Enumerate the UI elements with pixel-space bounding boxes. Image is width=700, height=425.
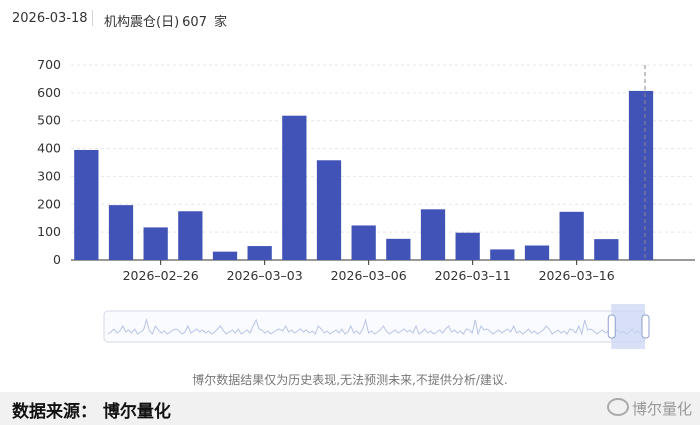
gridlines <box>71 64 695 261</box>
bar[interactable] <box>178 211 203 260</box>
y-tick-label: 600 <box>37 85 61 100</box>
chart-card: 2026-03-18 机构震仓(日) 607 家 0 100 200 300 400 500… <box>0 0 700 392</box>
slider-window[interactable] <box>611 304 645 349</box>
selected-date: 2026-03-18 <box>12 11 88 26</box>
bars[interactable] <box>74 90 654 261</box>
metric-label: 机构震仓(日) <box>104 15 180 30</box>
slider-handle-left[interactable] <box>607 314 616 339</box>
metric-value: 607 <box>182 15 207 30</box>
y-tick-label: 200 <box>37 196 61 211</box>
y-tick-label: 700 <box>37 57 61 72</box>
weibo-logo-icon <box>606 398 629 416</box>
watermark: 博尔量化 <box>606 398 692 419</box>
zoom-slider[interactable] <box>103 304 650 349</box>
bar[interactable] <box>490 249 515 260</box>
bar[interactable] <box>351 225 376 260</box>
bar[interactable] <box>628 90 654 261</box>
bar[interactable] <box>282 115 307 260</box>
bar[interactable] <box>386 238 411 260</box>
y-tick-label: 500 <box>37 113 61 128</box>
y-tick-label: 400 <box>37 141 61 156</box>
x-tick-label: 2026–03–03 <box>227 268 303 283</box>
x-tick-label: 2026–03–11 <box>435 268 511 283</box>
bar[interactable] <box>108 205 134 260</box>
y-tick-label: 0 <box>53 252 61 267</box>
data-source-label: 数据来源： 博尔量化 <box>12 402 171 422</box>
bar-chart: 0 100 200 300 400 500 600 700 2026–02–26 2026–03… <box>37 57 695 349</box>
metric-readout: 机构震仓(日) 607 家 <box>104 11 230 30</box>
bar[interactable] <box>212 251 238 260</box>
bar[interactable] <box>420 209 446 260</box>
header-divider <box>92 10 93 26</box>
bar[interactable] <box>74 149 99 260</box>
bar[interactable] <box>316 160 342 260</box>
y-tick-label: 100 <box>37 224 61 239</box>
x-tick-label: 2026–02–26 <box>123 268 199 283</box>
bar[interactable] <box>455 232 480 260</box>
y-axis: 0 100 200 300 400 500 600 700 <box>37 57 61 267</box>
bar[interactable] <box>143 227 168 260</box>
x-axis: 2026–02–26 2026–03–03 2026–03–06 2026–03–11… <box>123 260 615 283</box>
x-tick-label: 2026–03–16 <box>539 268 615 283</box>
bar[interactable] <box>559 211 584 260</box>
x-tick-label: 2026–03–06 <box>331 268 407 283</box>
slider-handle-right[interactable] <box>641 314 650 339</box>
slider-overview-line <box>107 318 642 336</box>
slider-track <box>103 310 646 343</box>
bar[interactable] <box>594 239 619 260</box>
bar[interactable] <box>524 245 550 260</box>
y-tick-label: 300 <box>37 168 61 183</box>
bar[interactable] <box>247 246 272 260</box>
watermark-text: 博尔量化 <box>631 400 692 418</box>
metric-unit: 家 <box>214 15 228 30</box>
disclaimer: 博尔数据结果仅为历史表现,无法预测未来,不提供分析/建议. <box>192 373 508 387</box>
